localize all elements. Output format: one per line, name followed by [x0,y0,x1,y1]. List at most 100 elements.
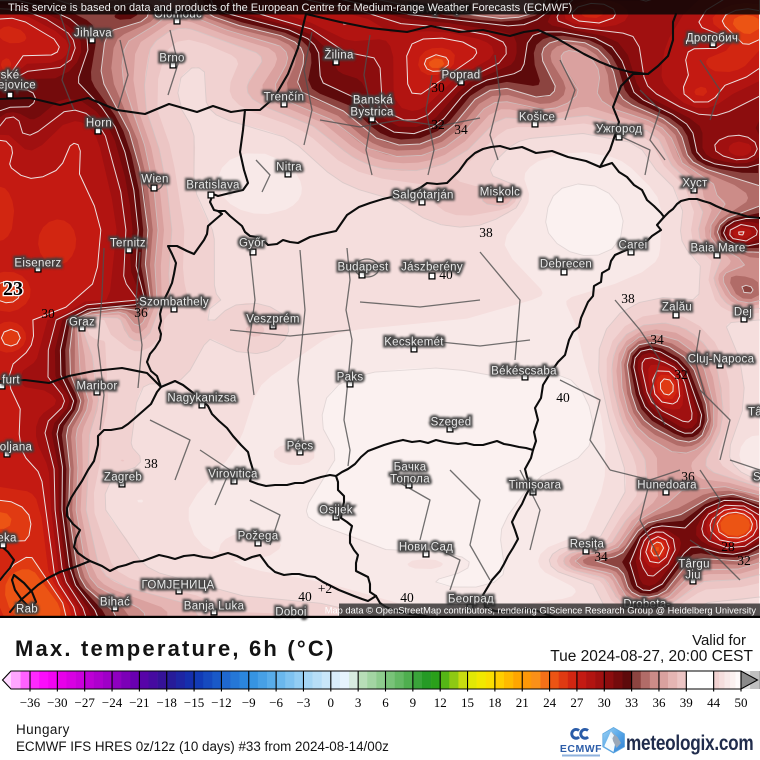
svg-text:Požega: Požega [238,530,279,542]
svg-text:Топола: Топола [390,473,430,485]
svg-text:Resița: Resița [570,538,605,550]
svg-text:12: 12 [434,695,447,710]
svg-text:Wien: Wien [141,173,168,185]
svg-text:Wien: Wien [141,173,168,185]
svg-text:Београд: Београд [448,593,494,605]
svg-text:ejovice: ejovice [0,79,36,91]
svg-text:eka: eka [0,532,17,544]
svg-text:Kecskemét: Kecskemét [384,336,444,348]
svg-text:oljana: oljana [0,441,33,453]
svg-text:Топола: Топола [390,473,430,485]
svg-text:Dej: Dej [734,306,752,318]
svg-text:Paks: Paks [337,371,364,383]
svg-text:Bystrica: Bystrica [350,106,394,118]
svg-text:32: 32 [674,367,688,382]
svg-text:3: 3 [355,695,362,710]
svg-text:Max. temperature, 6h (°C): Max. temperature, 6h (°C) [15,636,336,661]
svg-text:Dej: Dej [734,306,752,318]
svg-text:Pécs: Pécs [287,440,314,452]
svg-text:Nitra: Nitra [276,161,302,173]
svg-text:−27: −27 [75,695,96,710]
svg-text:Zagreb: Zagreb [104,471,142,483]
svg-text:40: 40 [556,390,570,405]
svg-text:Žilina: Žilina [324,48,354,61]
svg-text:Banská: Banská [353,94,393,106]
svg-text:44: 44 [707,695,721,710]
svg-text:Valid for: Valid for [692,632,746,649]
svg-text:Zalău: Zalău [662,301,692,313]
svg-text:Rab: Rab [16,603,38,615]
svg-text:−24: −24 [102,695,123,710]
svg-text:Zalău: Zalău [662,301,692,313]
svg-text:Pécs: Pécs [287,440,314,452]
svg-text:38: 38 [621,291,635,306]
svg-text:Jihlava: Jihlava [74,27,112,39]
svg-text:S: S [753,471,760,483]
svg-text:Zagreb: Zagreb [104,471,142,483]
svg-text:38: 38 [144,456,158,471]
svg-text:Kecskemét: Kecskemét [384,336,444,348]
svg-text:Tâ: Tâ [748,406,760,418]
svg-text:6: 6 [382,695,389,710]
svg-text:Budapest: Budapest [338,261,389,273]
svg-text:−6: −6 [269,695,283,710]
svg-text:Szeged: Szeged [431,416,472,428]
svg-text:ské: ské [1,69,20,81]
svg-text:Poprad: Poprad [442,69,481,81]
svg-text:ECMWF: ECMWF [560,743,602,755]
svg-text:Бачка: Бачка [394,461,427,473]
svg-text:Szombathely: Szombathely [139,296,209,308]
svg-text:9: 9 [410,695,417,710]
svg-text:Eisenerz: Eisenerz [14,257,61,269]
svg-text:Ternitz: Ternitz [110,237,146,249]
svg-text:furt: furt [2,374,20,386]
svg-text:Rab: Rab [16,603,38,615]
svg-text:Salgótarján: Salgótarján [392,189,453,201]
svg-text:Nitra: Nitra [276,161,302,173]
svg-text:30: 30 [41,306,55,321]
svg-text:Győr: Győr [239,237,265,249]
svg-text:Hunedoara: Hunedoara [637,479,697,491]
svg-text:Trenčín: Trenčín [264,91,305,103]
svg-text:−18: −18 [157,695,177,710]
svg-text:Miskolc: Miskolc [480,186,520,198]
svg-text:Veszprém: Veszprém [246,313,300,325]
svg-text:40: 40 [400,590,414,605]
svg-text:Horn: Horn [86,117,112,129]
svg-text:27: 27 [570,695,584,710]
svg-text:36: 36 [134,305,148,320]
svg-text:Baia Mare: Baia Mare [690,242,745,254]
svg-text:Timișoara: Timișoara [509,479,562,491]
svg-text:40: 40 [298,589,312,604]
svg-text:oljana: oljana [0,441,33,453]
svg-text:0: 0 [328,695,335,710]
svg-text:Jihlava: Jihlava [74,27,112,39]
svg-text:Košice: Košice [519,111,555,123]
svg-text:Bratislava: Bratislava [186,179,240,191]
svg-text:ГОМЈЕНИЦА: ГОМЈЕНИЦА [142,579,215,591]
svg-text:+2: +2 [318,581,332,596]
svg-text:Graz: Graz [69,316,95,328]
svg-text:Нови Сад: Нови Сад [399,541,453,553]
svg-text:Bihać: Bihać [100,596,130,608]
svg-text:Бачка: Бачка [394,461,427,473]
svg-text:Osijek: Osijek [319,504,353,516]
svg-text:ejovice: ejovice [0,79,36,91]
svg-text:Banja Luka: Banja Luka [184,600,245,612]
svg-text:Hunedoara: Hunedoara [637,479,697,491]
svg-text:Szombathely: Szombathely [139,296,209,308]
svg-text:24: 24 [543,695,557,710]
svg-text:Miskolc: Miskolc [480,186,520,198]
svg-text:Ужгород: Ужгород [596,123,642,135]
svg-text:Osijek: Osijek [319,504,353,516]
svg-text:Debrecen: Debrecen [540,258,592,270]
svg-text:33: 33 [625,695,638,710]
svg-text:Ternitz: Ternitz [110,237,146,249]
svg-text:21: 21 [516,695,529,710]
svg-text:furt: furt [2,374,20,386]
svg-text:30: 30 [598,695,611,710]
svg-text:Bratislava: Bratislava [186,179,240,191]
svg-text:Szeged: Szeged [431,416,472,428]
svg-text:ГОМЈЕНИЦА: ГОМЈЕНИЦА [142,579,215,591]
svg-text:Doboj: Doboj [275,606,307,618]
